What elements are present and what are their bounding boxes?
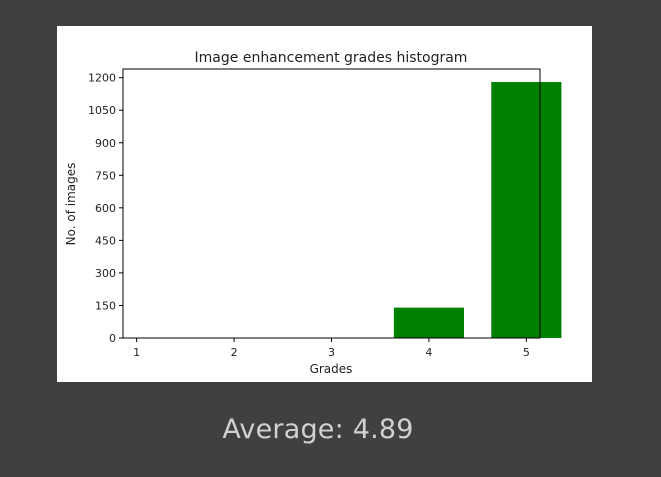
bars-layer (393, 82, 562, 338)
y-tick-label: 150 (95, 299, 116, 312)
x-tick-label: 2 (231, 346, 238, 359)
y-tick-label: 1050 (88, 104, 116, 117)
average-caption: Average: 4.89 (0, 414, 636, 445)
plot-frame (122, 68, 541, 339)
axes-layer: 0 150 300 450 600 750 900 1050 1200 1 2 3 4 5 (88, 68, 541, 359)
bar-grade-5 (491, 82, 562, 338)
y-tick-label: 450 (95, 234, 116, 247)
histogram-chart: Image enhancement grades histogram 0 150 3… (64, 50, 562, 376)
x-tick-label: 5 (523, 346, 530, 359)
y-tick-label: 0 (109, 332, 116, 345)
y-tick-label: 600 (95, 202, 116, 215)
histogram-figure: Image enhancement grades histogram 0 150 3… (57, 26, 592, 382)
y-tick-label: 900 (95, 137, 116, 150)
y-tick-label: 300 (95, 267, 116, 280)
average-label: Average: (222, 414, 344, 445)
bar-grade-4 (393, 307, 465, 338)
x-tick-label: 4 (425, 346, 432, 359)
x-axis-label: Grades (310, 362, 353, 376)
chart-title: Image enhancement grades histogram (195, 50, 468, 66)
y-axis-label: No. of images (64, 163, 78, 246)
x-tick-label: 1 (133, 346, 140, 359)
y-tick-label: 750 (95, 169, 116, 182)
x-tick-label: 3 (328, 346, 335, 359)
average-value: 4.89 (352, 414, 414, 445)
y-tick-label: 1200 (88, 72, 116, 85)
